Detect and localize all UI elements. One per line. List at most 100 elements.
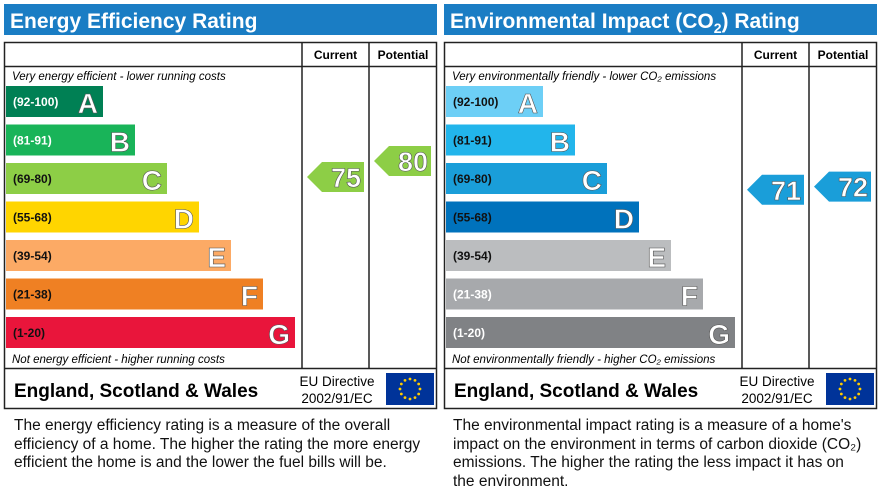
band-range-D: (55-68)	[13, 211, 52, 225]
band-bar-A	[6, 86, 103, 117]
bottom-note: Not energy efficient - higher running co…	[12, 354, 225, 366]
band-letter-F: F	[681, 281, 698, 312]
eu-star-icon	[843, 396, 847, 400]
band-bar-G	[6, 317, 295, 348]
potential-rating-arrow	[374, 146, 431, 176]
footer-region: England, Scotland & Wales	[454, 381, 698, 402]
band-range-B: (81-91)	[13, 134, 52, 148]
band-range-F: (21-38)	[453, 288, 492, 302]
band-bar-D	[6, 201, 199, 233]
chart-frame	[3, 41, 438, 410]
band-range-A: (92-100)	[453, 95, 498, 109]
band-bar-E	[446, 240, 671, 271]
band-letter-B: B	[550, 127, 570, 158]
eu-star-icon	[857, 392, 861, 396]
current-rating-arrow	[307, 162, 364, 192]
eu-star-icon	[399, 392, 403, 396]
eu-star-icon	[417, 392, 421, 396]
band-letter-A: A	[78, 88, 98, 119]
column-current-label: Current	[754, 48, 797, 62]
eu-star-icon	[848, 397, 852, 401]
band-range-C: (69-80)	[453, 172, 492, 186]
eu-star-icon	[418, 387, 422, 391]
eu-star-icon	[408, 377, 412, 381]
eu-star-icon	[399, 382, 403, 386]
current-rating-arrow	[747, 174, 804, 205]
directive-line-1: EU Directive	[739, 374, 814, 389]
eu-star-icon	[839, 382, 843, 386]
eu-star-icon	[848, 377, 852, 381]
band-letter-G: G	[708, 319, 730, 350]
environment-description: The environmental impact rating is a mea…	[453, 417, 862, 490]
directive-line-2: 2002/91/EC	[301, 391, 373, 406]
header-bar	[4, 4, 437, 35]
panel-title: Environmental Impact (CO2) Rating	[450, 10, 800, 36]
band-letter-G: G	[268, 319, 290, 350]
band-bar-G	[446, 317, 735, 348]
band-bar-C	[446, 163, 607, 194]
chart-frame	[443, 41, 878, 410]
current-rating-value: 75	[331, 163, 361, 193]
top-note: Very energy efficient - lower running co…	[12, 71, 226, 83]
band-bar-D	[446, 201, 639, 233]
potential-rating-arrow	[814, 171, 871, 202]
environmental-panel: Environmental Impact (CO2) Rating Current…	[443, 4, 878, 410]
eu-star-icon	[843, 378, 847, 382]
band-range-C: (69-80)	[13, 172, 52, 186]
eu-star-icon	[403, 378, 407, 382]
band-letter-F: F	[241, 281, 258, 312]
energy-panel: Energy Efficiency Rating Current Potential…	[3, 4, 438, 410]
energy-description: The energy efficiency rating is a measur…	[14, 417, 421, 471]
potential-rating-value: 72	[838, 173, 868, 203]
title-end: ) Rating	[722, 10, 800, 33]
band-bar-B	[6, 124, 135, 156]
current-rating-value: 71	[771, 176, 801, 206]
eu-star-icon	[413, 396, 417, 400]
band-bar-F	[446, 278, 703, 310]
footer-region: England, Scotland & Wales	[14, 381, 258, 402]
eu-star-icon	[417, 382, 421, 386]
band-letter-E: E	[647, 242, 666, 273]
column-current-label: Current	[314, 48, 357, 62]
band-range-D: (55-68)	[453, 211, 492, 225]
band-bar-E	[6, 240, 231, 271]
bottom-note: Not environmentally friendly - higher CO…	[452, 354, 715, 366]
eu-star-icon	[858, 387, 862, 391]
band-range-G: (1-20)	[453, 326, 485, 340]
band-letter-A: A	[518, 88, 538, 119]
band-range-A: (92-100)	[13, 95, 58, 109]
eu-star-icon	[853, 378, 857, 382]
band-letter-C: C	[142, 165, 162, 196]
band-letter-D: D	[614, 204, 634, 235]
eu-star-icon	[853, 396, 857, 400]
band-range-E: (39-54)	[13, 249, 52, 263]
eu-star-icon	[403, 396, 407, 400]
eu-star-icon	[857, 382, 861, 386]
band-range-B: (81-91)	[453, 134, 492, 148]
eu-star-icon	[838, 387, 842, 391]
top-note: Very environmentally friendly - lower CO…	[452, 71, 716, 83]
band-letter-C: C	[582, 165, 602, 196]
band-range-F: (21-38)	[13, 288, 52, 302]
column-potential-label: Potential	[818, 48, 869, 62]
eu-star-icon	[408, 397, 412, 401]
column-potential-label: Potential	[378, 48, 429, 62]
directive-line-2: 2002/91/EC	[741, 391, 813, 406]
band-letter-D: D	[174, 204, 194, 235]
panel-title: Energy Efficiency Rating	[10, 10, 257, 33]
band-bar-F	[6, 278, 263, 310]
band-bar-B	[446, 124, 575, 156]
band-letter-B: B	[110, 127, 130, 158]
potential-rating-value: 80	[398, 147, 428, 177]
band-bar-A	[446, 86, 543, 117]
eu-star-icon	[839, 392, 843, 396]
directive-line-1: EU Directive	[299, 374, 374, 389]
band-range-G: (1-20)	[13, 326, 45, 340]
band-bar-C	[6, 163, 167, 194]
band-range-E: (39-54)	[453, 249, 492, 263]
header-bar	[444, 4, 877, 35]
eu-star-icon	[398, 387, 402, 391]
title-subscript: 2	[714, 20, 722, 36]
eu-star-icon	[413, 378, 417, 382]
